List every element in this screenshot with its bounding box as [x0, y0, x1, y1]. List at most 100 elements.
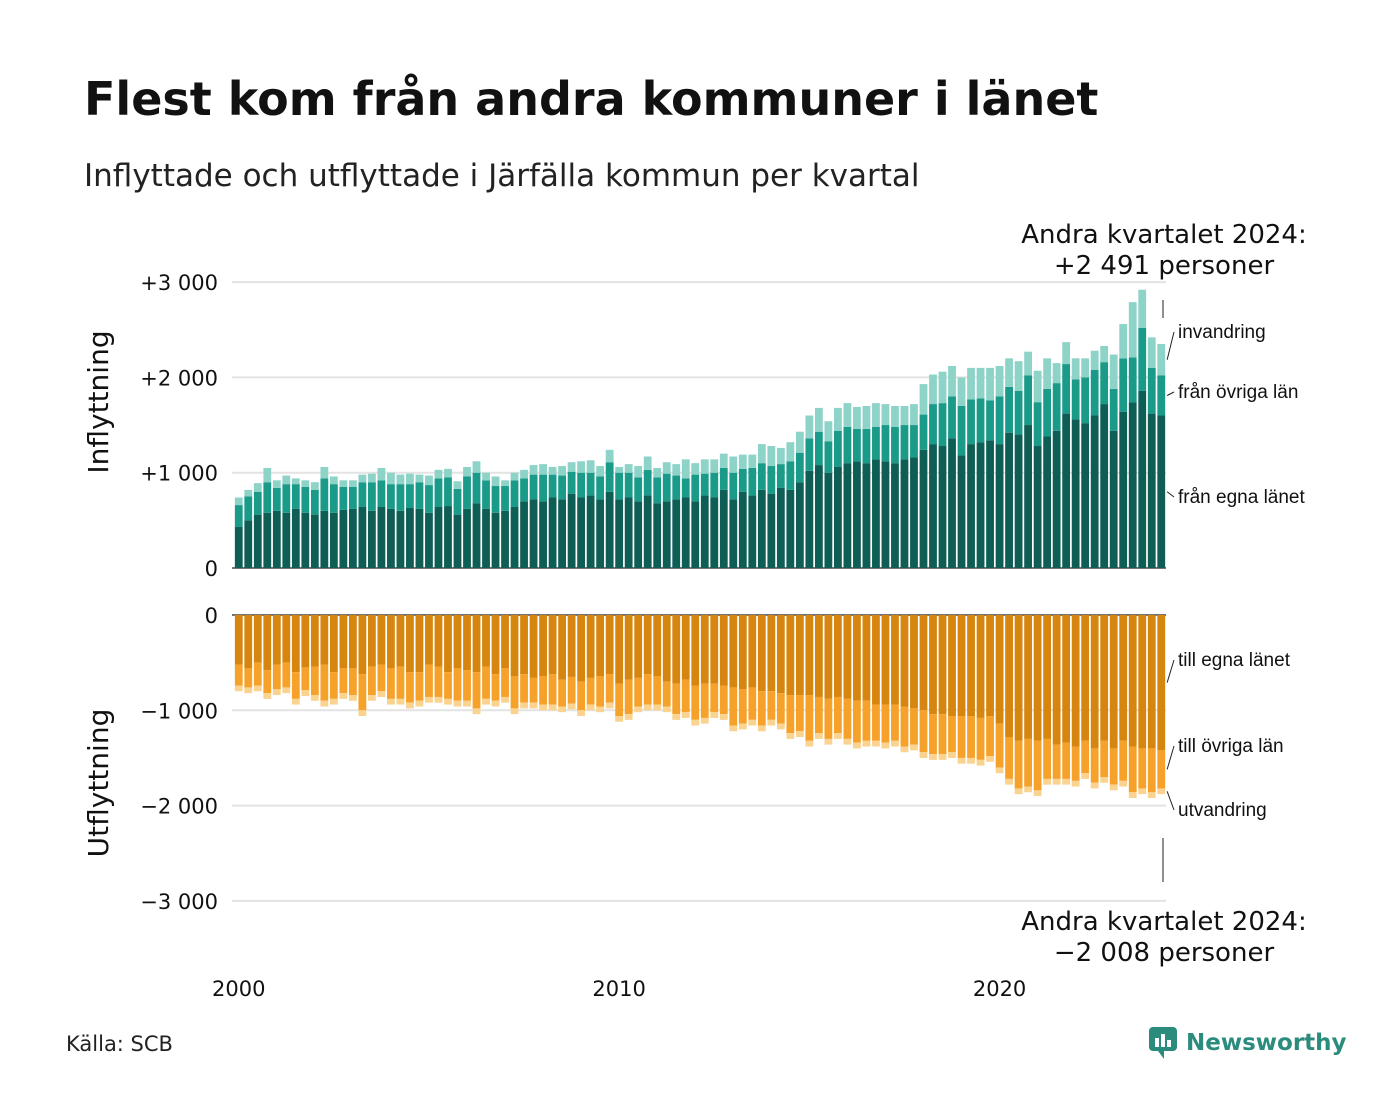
bar-segment	[948, 365, 956, 397]
bar-segment	[891, 426, 899, 464]
bar-segment	[339, 480, 348, 487]
bar-segment	[491, 615, 500, 675]
bar-segment	[272, 689, 281, 696]
bar-segment	[529, 615, 538, 678]
chart-title: Flest kom från andra kommuner i länet	[84, 72, 1099, 126]
bar-segment	[986, 615, 994, 717]
bar-segment	[1128, 746, 1137, 793]
y-tick-label: 0	[205, 557, 218, 581]
bar-segment	[253, 483, 262, 492]
bar-segment	[263, 615, 272, 671]
bar-segment	[1100, 404, 1109, 568]
bar-segment	[938, 714, 947, 755]
bar-segment	[1005, 358, 1013, 387]
bar-segment	[719, 467, 728, 490]
bar-segment	[320, 664, 329, 701]
bar-segment	[843, 426, 852, 464]
bar-segment	[710, 472, 719, 498]
bar-segment	[1109, 748, 1118, 785]
bar-segment	[1090, 748, 1099, 783]
bar-segment	[510, 675, 519, 709]
bar-segment	[653, 477, 662, 504]
bar-segment	[272, 480, 281, 488]
bar-segment	[767, 719, 776, 726]
bar-segment	[1024, 351, 1032, 376]
bar-segment	[539, 501, 547, 568]
bar-segment	[253, 662, 262, 686]
bar-segment	[1014, 615, 1023, 741]
bar-segment	[272, 487, 281, 511]
callout-line-1: Andra kvartalet 2024:	[1021, 907, 1306, 937]
series-annotation: från övriga län	[1178, 382, 1298, 403]
bar-segment	[444, 672, 452, 699]
bar-segment	[1043, 436, 1052, 568]
bar-segment	[463, 615, 471, 671]
bar-segment	[1119, 411, 1128, 568]
bar-segment	[520, 478, 528, 502]
bar-segment	[577, 615, 586, 682]
bar-segment	[662, 615, 671, 682]
bar-segment	[329, 476, 338, 485]
bar-segment	[425, 475, 433, 486]
y-tick-label: +3 000	[140, 271, 218, 295]
bar-segment	[824, 738, 833, 745]
bar-segment	[339, 509, 348, 568]
bar-segment	[1147, 748, 1156, 793]
bar-segment	[672, 475, 681, 500]
bar-segment	[444, 698, 452, 705]
bar-segment	[482, 472, 490, 481]
bar-segment	[596, 615, 605, 676]
bar-segment	[1081, 358, 1090, 378]
bar-segment	[1090, 369, 1099, 416]
bar-segment	[491, 476, 500, 487]
bar-segment	[1138, 289, 1147, 328]
bar-segment	[491, 512, 500, 568]
bar-segment	[358, 615, 367, 675]
bar-segment	[681, 615, 690, 680]
bar-segment	[596, 476, 605, 500]
bar-segment	[748, 495, 757, 568]
bar-segment	[643, 495, 652, 568]
bar-segment	[1138, 327, 1147, 391]
bar-segment	[795, 695, 804, 732]
bar-segment	[634, 615, 643, 678]
bar-segment	[291, 698, 300, 705]
bar-segment	[396, 698, 405, 705]
bar-segment	[520, 501, 528, 568]
bar-segment	[1119, 615, 1128, 741]
bar-segment	[558, 499, 566, 568]
bar-segment	[967, 399, 975, 445]
bar-segment	[1071, 780, 1080, 787]
bar-segment	[995, 723, 1004, 768]
bar-segment	[872, 459, 880, 568]
bar-segment	[757, 444, 766, 464]
bar-segment	[434, 615, 443, 667]
bar-segment	[986, 716, 994, 757]
bar-segment	[729, 456, 738, 473]
bar-segment	[472, 672, 481, 709]
bar-segment	[872, 615, 880, 705]
bar-segment	[244, 615, 253, 669]
bar-segment	[415, 672, 424, 701]
bar-segment	[282, 662, 291, 688]
bar-segment	[967, 757, 975, 764]
bar-segment	[767, 615, 776, 692]
bar-segment	[976, 759, 985, 766]
bar-segment	[929, 444, 937, 568]
bar-segment	[834, 430, 842, 467]
bar-segment	[795, 482, 804, 568]
bar-segment	[415, 474, 424, 483]
bar-segment	[624, 497, 633, 568]
bar-segment	[1147, 337, 1156, 368]
bar-segment	[995, 767, 1004, 774]
bar-segment	[691, 685, 700, 720]
bar-segment	[320, 615, 329, 665]
chart-subtitle: Inflyttade och utflyttade i Järfälla kom…	[84, 158, 920, 194]
bar-segment	[253, 685, 262, 692]
bar-segment	[1043, 615, 1052, 739]
bar-segment	[700, 459, 709, 474]
annotation-leader	[1166, 745, 1175, 770]
bar-segment	[824, 698, 833, 739]
bar-segment	[748, 467, 757, 496]
bar-segment	[406, 507, 414, 568]
